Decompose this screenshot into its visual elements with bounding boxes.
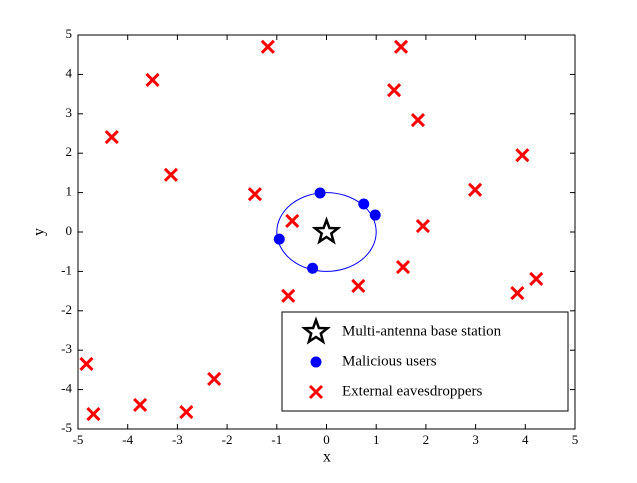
legend-label: Malicious users <box>342 353 437 369</box>
star-marker <box>311 216 342 245</box>
legend-box <box>281 311 569 412</box>
cross-marker <box>281 288 296 303</box>
cross-marker <box>510 286 525 301</box>
x-tick-label: 1 <box>373 432 380 447</box>
cross-marker <box>410 113 426 128</box>
y-tick-label: -3 <box>61 341 72 356</box>
y-tick-label: 5 <box>66 26 73 41</box>
cross-marker <box>133 397 148 413</box>
cross-marker <box>79 356 94 372</box>
dot-marker <box>314 187 326 199</box>
cross-marker <box>86 406 101 422</box>
y-tick-label: 2 <box>66 144 73 159</box>
x-tick-label: 0 <box>323 432 330 447</box>
y-tick-label: 4 <box>66 65 73 80</box>
cross-marker <box>395 260 411 275</box>
cross-marker <box>468 182 483 197</box>
y-tick-label: 0 <box>66 223 73 238</box>
legend-label: Multi-antenna base station <box>342 323 502 339</box>
y-tick-label: -2 <box>61 302 72 317</box>
cross-marker <box>104 129 119 145</box>
cross-marker <box>393 39 409 54</box>
x-tick-label: 5 <box>572 432 579 447</box>
x-tick-label: -2 <box>222 432 233 447</box>
y-tick-label: -4 <box>61 381 72 396</box>
x-tick-label: 3 <box>472 432 479 447</box>
cross-marker <box>163 167 178 182</box>
cross-marker <box>415 219 430 234</box>
star-marker <box>301 316 331 345</box>
cross-marker <box>247 187 262 202</box>
cross-marker <box>387 83 402 98</box>
y-tick-label: -5 <box>61 420 72 435</box>
y-tick-label: 3 <box>66 105 73 120</box>
cross-marker <box>285 213 300 229</box>
cross-marker <box>145 72 160 87</box>
cross-marker <box>207 371 222 387</box>
x-axis-label: x <box>323 449 331 466</box>
circle <box>276 192 377 272</box>
cross-marker <box>179 404 194 420</box>
cross-marker <box>529 271 544 286</box>
dot-marker <box>369 209 381 221</box>
y-axis-label: y <box>31 228 48 236</box>
x-tick-label: -5 <box>73 432 84 447</box>
cross-marker <box>515 148 530 163</box>
dot-marker <box>273 233 285 245</box>
cross-marker <box>308 384 324 400</box>
cross-marker <box>351 278 366 294</box>
dot-marker <box>307 262 319 274</box>
x-tick-label: -3 <box>172 432 183 447</box>
y-tick-label: -1 <box>61 262 72 277</box>
legend-label: External eavesdroppers <box>342 383 483 399</box>
x-tick-label: 2 <box>423 432 430 447</box>
dot-marker <box>358 198 370 210</box>
y-tick-label: 1 <box>66 184 73 199</box>
dot-marker <box>310 356 322 368</box>
x-tick-label: -1 <box>271 432 282 447</box>
x-tick-label: -4 <box>122 432 133 447</box>
cross-marker <box>260 39 275 54</box>
x-tick-label: 4 <box>522 432 529 447</box>
